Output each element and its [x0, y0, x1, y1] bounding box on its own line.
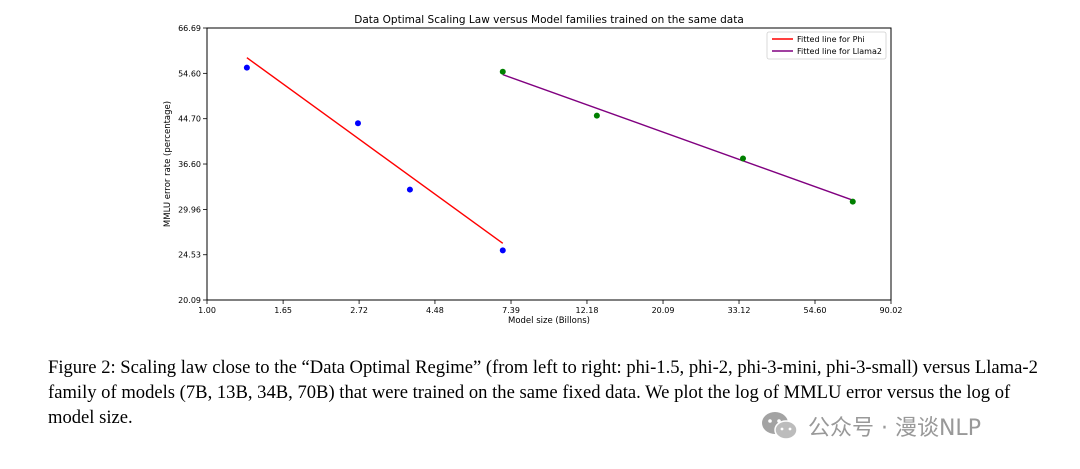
watermark-text: 公众号 · 漫谈NLP: [808, 416, 981, 441]
data-point-llama2: [740, 155, 747, 162]
x-axis-label: Model size (Billons): [508, 316, 590, 326]
x-tick-label: 54.60: [804, 306, 827, 315]
legend-label-phi: Fitted line for Phi: [797, 35, 865, 44]
legend-box: [766, 31, 887, 60]
y-tick-label: 54.60: [178, 69, 201, 78]
x-tick-label: 4.48: [426, 306, 444, 315]
chart-title: Data Optimal Scaling Law versus Model fa…: [354, 14, 744, 26]
x-tick-label: 1.00: [198, 306, 216, 315]
x-tick-label: 90.02: [880, 306, 903, 315]
x-axis-ticks: 1.00 1.65 2.72 4.48 7.39 12.18 20.09 33.12 54.60…: [198, 300, 902, 315]
y-tick-label: 44.70: [178, 115, 201, 124]
y-tick-label: 36.60: [178, 160, 201, 169]
figure-caption: Figure 2: Scaling law close to the “Data…: [48, 357, 1038, 428]
watermark: 公众号 · 漫谈NLP: [760, 410, 981, 442]
wechat-icon: [762, 412, 798, 440]
legend: Fitted line for Phi Fitted line for Llam…: [766, 31, 887, 60]
data-point-llama2: [593, 112, 600, 119]
fitted-line-fitted-line-for-llama2: [502, 73, 854, 201]
y-tick-label: 66.69: [178, 24, 201, 33]
fitted-line-fitted-line-for-phi: [246, 57, 504, 244]
data-point-phi: [406, 186, 413, 193]
y-tick-label: 29.96: [178, 205, 201, 214]
data-point-llama2: [499, 68, 506, 75]
data-point-phi: [243, 64, 250, 71]
x-tick-label: 12.18: [576, 306, 599, 315]
x-tick-label: 7.39: [502, 306, 520, 315]
x-tick-label: 2.72: [350, 306, 368, 315]
y-tick-label: 20.09: [178, 296, 201, 305]
y-axis-label: MMLU error rate (percentage): [163, 101, 173, 227]
y-axis-ticks: 20.09 24.53 29.96 36.60 44.70 54.60 66.69: [178, 24, 207, 305]
scatter-points: [243, 64, 856, 254]
data-point-phi: [354, 120, 361, 127]
x-tick-label: 1.65: [274, 306, 292, 315]
data-point-llama2: [849, 198, 856, 205]
fitted-lines: [246, 57, 854, 244]
plot-area-frame: [206, 27, 892, 301]
legend-label-llama2: Fitted line for Llama2: [797, 47, 882, 56]
x-tick-label: 20.09: [652, 306, 675, 315]
data-point-phi: [499, 247, 506, 254]
x-tick-label: 33.12: [728, 306, 751, 315]
y-tick-label: 24.53: [178, 251, 201, 260]
